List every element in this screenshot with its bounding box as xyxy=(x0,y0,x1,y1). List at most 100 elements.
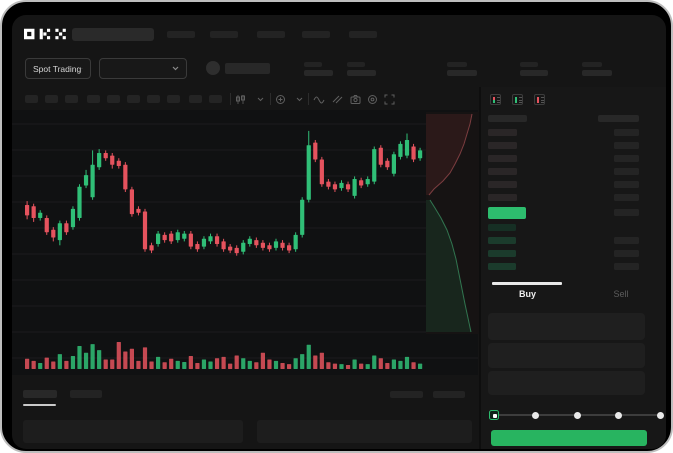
total-input[interactable] xyxy=(488,371,645,395)
price-input[interactable] xyxy=(488,313,645,340)
ask-row[interactable] xyxy=(488,129,639,136)
ask-row[interactable] xyxy=(488,168,639,175)
nav-item[interactable] xyxy=(210,31,238,38)
depth-chart[interactable] xyxy=(426,112,480,334)
interval-button[interactable] xyxy=(209,95,222,103)
compare-icon[interactable] xyxy=(274,93,286,105)
chevron-down-icon xyxy=(172,66,179,71)
bottom-tab-active[interactable] xyxy=(23,390,57,398)
active-tab-indicator xyxy=(492,282,562,285)
price-placeholder xyxy=(488,224,516,231)
bottom-action[interactable] xyxy=(390,391,423,398)
amount-placeholder xyxy=(614,181,639,188)
book-asks-icon[interactable] xyxy=(534,94,545,105)
ask-rows xyxy=(488,129,639,207)
toolbar-divider xyxy=(230,93,231,105)
chevron-down-icon[interactable] xyxy=(254,93,266,105)
trading-app-window: Spot Trading xyxy=(12,15,666,449)
bottom-tab-underline xyxy=(23,404,56,406)
amount-placeholder xyxy=(614,129,639,136)
settings-icon[interactable] xyxy=(366,93,378,105)
amount-placeholder xyxy=(614,168,639,175)
amount-placeholder xyxy=(614,142,639,149)
pair-name-placeholder xyxy=(225,63,270,74)
interval-button[interactable] xyxy=(107,95,120,103)
price-placeholder xyxy=(488,155,517,162)
slider-stop[interactable] xyxy=(615,411,622,419)
last-price-row[interactable] xyxy=(481,205,666,221)
bid-row[interactable] xyxy=(488,263,639,270)
interval-button[interactable] xyxy=(87,95,100,103)
market-type-label: Spot Trading xyxy=(33,63,82,74)
order-book-panel: Buy Sell xyxy=(479,87,666,449)
market-type-selector[interactable]: Spot Trading xyxy=(25,58,91,79)
bid-rows xyxy=(488,224,639,276)
fullscreen-icon[interactable] xyxy=(383,93,395,105)
tab-sell[interactable]: Sell xyxy=(574,285,666,303)
book-combined-icon[interactable] xyxy=(490,94,501,105)
chevron-down-icon xyxy=(81,68,83,69)
bid-row[interactable] xyxy=(488,237,639,244)
bid-row[interactable] xyxy=(488,224,639,231)
tab-sell-label: Sell xyxy=(613,289,629,299)
interval-button[interactable] xyxy=(127,95,140,103)
order-book-header xyxy=(481,115,666,122)
nav-item[interactable] xyxy=(349,31,377,38)
orders-table-placeholder xyxy=(257,420,472,443)
top-header xyxy=(12,15,666,55)
camera-icon[interactable] xyxy=(349,93,361,105)
ask-row[interactable] xyxy=(488,194,639,201)
toolbar-divider xyxy=(308,93,309,105)
price-placeholder xyxy=(488,237,516,244)
bottom-tab[interactable] xyxy=(70,390,102,398)
slider-stop[interactable] xyxy=(656,411,664,419)
bottom-action[interactable] xyxy=(433,391,465,398)
candlestick-chart[interactable] xyxy=(12,110,478,375)
amount-placeholder xyxy=(614,194,639,201)
ask-row[interactable] xyxy=(488,181,639,188)
last-price-bar xyxy=(488,207,526,219)
candle-style-icon[interactable] xyxy=(234,93,246,105)
bid-row[interactable] xyxy=(488,250,639,257)
interval-button[interactable] xyxy=(167,95,180,103)
amount-placeholder xyxy=(614,250,639,257)
slider-stop[interactable] xyxy=(532,411,539,419)
orders-table-placeholder xyxy=(23,420,243,443)
slider-handle[interactable] xyxy=(489,410,499,420)
coin-icon xyxy=(206,61,220,75)
buy-submit-button[interactable] xyxy=(491,430,647,446)
interval-button[interactable] xyxy=(65,95,78,103)
okx-logo[interactable] xyxy=(24,28,70,40)
price-placeholder xyxy=(488,194,517,201)
nav-item[interactable] xyxy=(257,31,285,38)
tab-buy[interactable]: Buy xyxy=(481,285,574,303)
ask-row[interactable] xyxy=(488,155,639,162)
amount-slider[interactable] xyxy=(481,405,666,425)
amount-input[interactable] xyxy=(488,343,645,368)
book-bids-icon[interactable] xyxy=(512,94,523,105)
amount-placeholder xyxy=(614,155,639,162)
chevron-down-icon[interactable] xyxy=(293,93,305,105)
interval-button[interactable] xyxy=(189,95,202,103)
price-placeholder xyxy=(488,181,517,188)
nav-item[interactable] xyxy=(302,31,330,38)
amount-placeholder xyxy=(614,237,639,244)
search-input[interactable] xyxy=(72,28,154,41)
ask-row[interactable] xyxy=(488,142,639,149)
interval-button[interactable] xyxy=(45,95,58,103)
amount-placeholder xyxy=(614,263,639,270)
toolbar-divider xyxy=(270,93,271,105)
price-placeholder xyxy=(488,142,517,149)
price-placeholder xyxy=(488,129,517,136)
interval-button[interactable] xyxy=(147,95,160,103)
interval-button[interactable] xyxy=(25,95,38,103)
price-placeholder xyxy=(488,263,516,270)
amount-placeholder xyxy=(614,209,639,216)
indicators-icon[interactable] xyxy=(313,93,325,105)
tab-buy-label: Buy xyxy=(518,289,536,299)
pair-selector[interactable] xyxy=(99,58,187,79)
nav-item[interactable] xyxy=(167,31,195,38)
slider-stop[interactable] xyxy=(573,411,581,419)
drawing-tools-icon[interactable] xyxy=(331,93,343,105)
